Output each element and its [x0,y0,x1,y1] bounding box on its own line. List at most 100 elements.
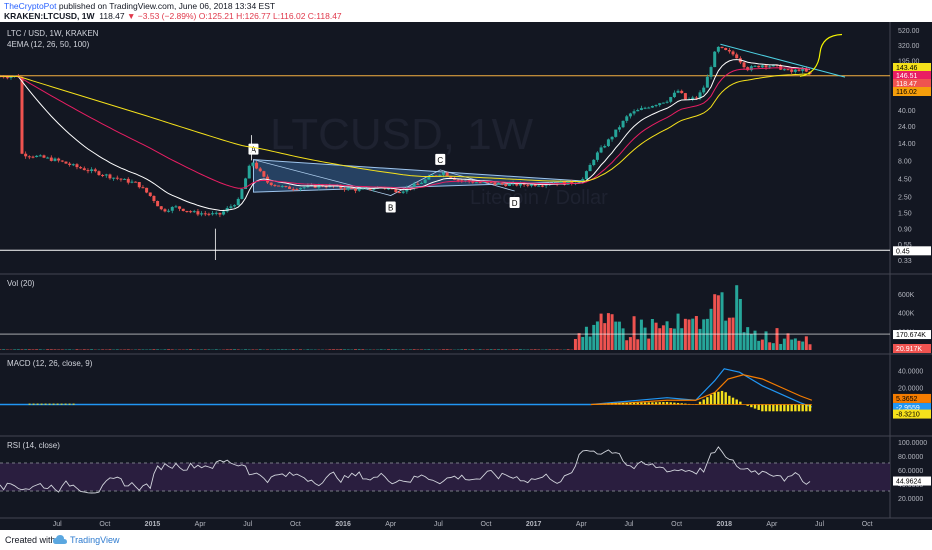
macd-tick: 20.0000 [898,386,923,393]
volume-bar [244,349,248,350]
rsi-tick: 80.0000 [898,454,923,461]
volume-bar [258,349,262,350]
volume-bar [441,349,445,350]
candle-body [214,212,218,214]
candle-body [647,107,651,109]
candle-body [698,92,702,99]
candle-body [621,120,625,128]
candle-body [269,182,273,186]
pattern-label-box [248,143,259,155]
price-tick: 0.90 [898,227,912,234]
macd-histogram-bar [702,399,705,405]
macd-histogram-bar [629,402,632,405]
volume-bar [343,349,347,350]
candle-body [526,184,530,186]
volume-bar [735,285,739,350]
price-tick: 520.00 [898,28,920,35]
volume-bar [115,349,119,350]
macd-histogram-bar [618,403,621,405]
candle-body [280,186,284,188]
volume-bar [214,349,218,350]
candle-body [368,187,372,190]
candle-body [71,164,75,166]
volume-bar [621,328,625,350]
macd-histogram-bar [643,402,647,405]
volume-bar [53,349,57,350]
candle-body [485,181,489,183]
volume-bar [573,338,577,350]
candle-body [104,174,108,176]
volume-bar [775,328,779,350]
tradingview-brand[interactable]: TradingView [70,535,120,545]
macd-histogram-bar [786,404,790,412]
volume-bar [500,349,504,350]
volume-bar [493,349,497,350]
candle-body [581,178,585,183]
watermark-name: Litecoin / Dollar [470,187,608,209]
volume-bar [49,349,53,350]
created-with: Created with [5,535,56,545]
volume-bar [632,316,636,350]
price-tick: 24.00 [898,124,916,131]
candle-body [141,187,145,189]
candle-body [401,191,405,193]
volume-bar [2,349,6,350]
volume-bar [650,318,654,350]
volume-bar [401,349,405,350]
volume-bar [126,349,130,350]
volume-bar [339,349,343,350]
price-tick: 8.00 [898,158,912,165]
volume-bar [163,349,167,350]
candle-body [79,167,83,169]
volume-bar [746,327,750,350]
candle-body [691,97,695,99]
volume-bar [75,349,79,350]
candle-body [507,183,511,186]
candle-body [207,213,211,215]
price-label-box [893,87,931,96]
candle-body [192,211,196,213]
candle-body [636,109,640,112]
volume-bar [16,349,20,350]
macd-histogram-bar [676,402,680,405]
candle-body [108,174,112,179]
volume-bar [592,324,596,350]
volume-bar [412,349,416,350]
volume-bar [661,325,665,350]
x-axis-label: Oct [99,521,110,528]
volume-bar [463,349,467,350]
ohlc-line: KRAKEN:LTCUSD, 1W 118.47 ▼ −3.53 (−2.89%… [4,11,342,21]
candle-body [709,67,713,77]
candle-body [599,147,603,153]
candle-body [438,174,442,176]
candle-body [570,181,574,184]
volume-bar [577,333,581,350]
candle-body [90,169,94,171]
volume-bar [782,338,786,350]
candle-body [178,206,182,209]
candle-body [357,188,361,191]
volume-bar [713,294,717,350]
volume-bar [610,314,614,350]
volume-bar [533,349,537,350]
candle-body [515,182,519,186]
candle-body [255,162,259,169]
author-link[interactable]: TheCryptoPot [4,1,57,11]
chart-canvas[interactable]: LTCUSD, 1W Litecoin / Dollar A B C D LTC / USD… [0,22,932,530]
candle-body [471,181,475,183]
volume-bar [390,349,394,350]
candle-body [742,62,746,68]
volume-bar [658,328,662,350]
candle-body [82,168,86,171]
volume-bar [779,343,783,350]
volume-bar [676,313,680,350]
candle-body [493,182,497,185]
down-arrow-icon: ▼ [127,11,136,21]
candle-body [93,169,97,172]
ohlc-values: O:125.21 H:126.77 L:116.02 C:118.47 [198,11,342,21]
volume-bar [749,334,753,350]
price-label-box [893,63,931,72]
watermark-symbol: LTCUSD, 1W [270,110,534,159]
volume-bar [108,349,112,350]
candle-body [233,205,237,207]
